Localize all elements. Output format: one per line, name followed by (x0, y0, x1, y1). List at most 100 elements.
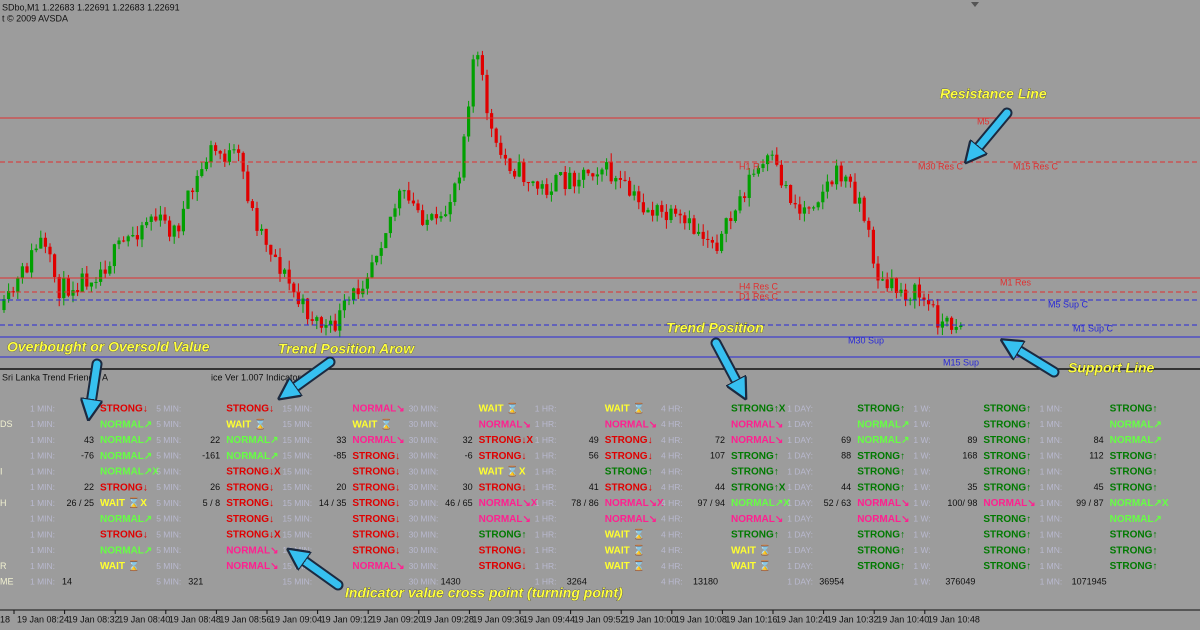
candle-body (614, 178, 618, 182)
trend-status: WAIT ⌛ (605, 543, 645, 556)
candle-body (485, 74, 489, 114)
candle-body (223, 153, 227, 162)
trend-status: STRONG↑ (983, 545, 1031, 556)
time-label: 19 Jan 08:24 (17, 614, 69, 624)
trend-status: WAIT ⌛ (479, 402, 519, 415)
candle-body (876, 263, 880, 281)
candle-body (85, 273, 89, 287)
trend-status: NORMAL↗ (226, 435, 278, 446)
time-label: 18 (0, 614, 10, 624)
time-label: 19 Jan 10:24 (776, 614, 828, 624)
trend-status: NORMAL↗ (1110, 514, 1162, 525)
trend-status: STRONG↓ (100, 530, 148, 541)
candle-body (697, 231, 701, 234)
candle-body (342, 300, 346, 311)
timeframe-label: 1 MN: (1040, 451, 1063, 461)
timeframe-label: 30 MIN: (409, 403, 439, 413)
candle-body (710, 239, 714, 243)
candle-body (752, 173, 756, 175)
candle-body (273, 254, 277, 258)
time-label: 19 Jan 08:56 (219, 614, 271, 624)
candle-body (545, 184, 549, 195)
candle-body (945, 317, 949, 322)
trend-status: STRONG↓ (352, 498, 400, 509)
candle-body (43, 237, 47, 247)
candle-body (269, 244, 273, 255)
candle-body (361, 288, 365, 295)
candle-body (775, 154, 779, 165)
candle-body (444, 214, 448, 217)
trend-status: NORMAL↘ (605, 419, 657, 430)
timeframe-label: 4 HR: (661, 435, 683, 445)
candle-body (595, 174, 599, 177)
candle-body (430, 214, 434, 220)
candle-body (940, 321, 944, 328)
trend-status: NORMAL↘ (857, 514, 909, 525)
candle-body (108, 266, 112, 274)
candle-body (439, 216, 443, 219)
candle-body (807, 207, 811, 209)
timeframe-label: 30 MIN: (409, 482, 439, 492)
candle-body (821, 191, 825, 203)
indicator-value: 14 / 35 (319, 498, 347, 508)
trend-status: WAIT ⌛ (731, 559, 771, 572)
timeframe-label: 4 HR: (661, 514, 683, 524)
indicator-value: -6 (465, 451, 473, 461)
candle-body (756, 168, 760, 174)
level-label: M15 Sup (943, 357, 979, 367)
timeframe-label: 1 MN: (1040, 482, 1063, 492)
trend-status: STRONG↑ (983, 530, 1031, 541)
candle-body (260, 228, 264, 231)
trend-status: STRONG↓X (479, 435, 534, 446)
candle-body (48, 246, 52, 255)
trend-status: STRONG↑ (1110, 451, 1158, 462)
trend-status: STRONG↓X (226, 530, 281, 541)
level-label: M15 Res C (1013, 161, 1059, 171)
indicator-value: 45 (1094, 482, 1104, 492)
timeframe-label: 1 MN: (1040, 577, 1063, 587)
timeframe-label: 1 W: (913, 403, 930, 413)
candle-body (480, 55, 484, 75)
candle-body (858, 197, 862, 204)
candle-body (204, 161, 208, 170)
candle-body (333, 320, 337, 331)
candle-body (76, 290, 80, 293)
candle-body (715, 242, 719, 251)
timeframe-label: 1 MN: (1040, 419, 1063, 429)
trend-status: STRONG↑ (983, 514, 1031, 525)
candle-body (25, 266, 29, 273)
scroll-marker (971, 2, 979, 7)
timeframe-label: 5 MIN: (156, 466, 181, 476)
timeframe-label: 15 MIN: (282, 529, 312, 539)
time-label: 19 Jan 08:32 (68, 614, 120, 624)
time-label: 19 Jan 10:48 (928, 614, 980, 624)
time-label: 19 Jan 10:32 (827, 614, 879, 624)
candle-body (743, 196, 747, 198)
candle-body (683, 215, 687, 224)
candle-body (39, 237, 43, 249)
timeframe-label: 1 MN: (1040, 514, 1063, 524)
timeframe-label: 1 MN: (1040, 403, 1063, 413)
candle-body (605, 162, 609, 170)
candle-body (825, 181, 829, 192)
candle-body (779, 164, 783, 186)
timeframe-label: 1 MIN: (30, 451, 55, 461)
candle-body (62, 277, 66, 299)
trend-status: STRONG↑X (731, 482, 786, 493)
trend-status: NORMAL↗ (857, 419, 909, 430)
candle-body (158, 214, 162, 221)
candle-body (200, 169, 204, 176)
annotation: Resistance Line (940, 86, 1047, 102)
candle-body (89, 282, 93, 287)
candle-body (563, 172, 567, 190)
trend-status: STRONG↑ (1110, 482, 1158, 493)
timeframe-label: 1 HR: (535, 498, 557, 508)
indicator-value: 69 (841, 435, 851, 445)
timeframe-label: 5 MIN: (156, 561, 181, 571)
timeframe-label: 1 MN: (1040, 435, 1063, 445)
candle-body (927, 299, 931, 305)
annotation: Trend Position Arow (278, 341, 415, 357)
trend-status: STRONG↑ (857, 404, 905, 415)
trend-status: STRONG↓ (352, 451, 400, 462)
timeframe-label: 30 MIN: (409, 545, 439, 555)
